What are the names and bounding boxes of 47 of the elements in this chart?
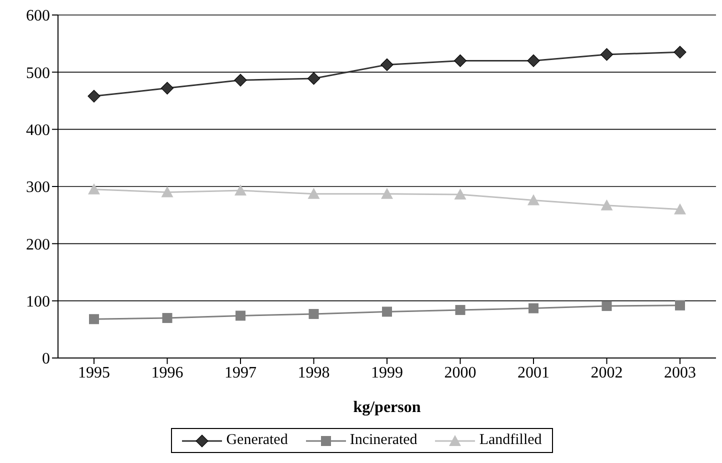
y-tick-label: 200 [26,236,50,254]
y-tick-label: 300 [26,179,50,196]
point [454,188,466,200]
x-tick-label: 2003 [664,364,696,382]
point [600,48,614,61]
point [236,310,246,321]
legend-label: Incinerated [350,432,418,449]
point [89,314,99,324]
y-tick-label: 500 [26,64,50,82]
point [162,312,172,323]
point [308,308,319,319]
x-tick-label: 2001 [518,364,550,382]
point [602,300,612,311]
legend-label: Landfilled [479,432,542,449]
point [528,194,540,206]
y-tick-label: 600 [26,8,50,25]
x-tick-label: 2000 [444,364,476,382]
point [380,58,394,72]
point [160,82,174,94]
point [674,203,686,214]
y-tick-label: 100 [26,294,50,311]
point [454,54,467,68]
point [234,184,246,196]
x-tick-label: 1998 [298,364,330,382]
point [88,183,100,194]
y-tick-label: 0 [42,350,50,368]
x-tick-label: 1997 [224,364,256,382]
x-tick-label: 1995 [78,364,110,382]
point [674,46,686,58]
point [382,306,392,317]
x-axis-title: kg/person [353,399,421,416]
x-tick-label: 1999 [371,364,403,382]
point [161,186,174,198]
point [308,188,320,199]
x-tick-label: 1996 [151,364,184,382]
point [234,74,247,86]
x-tick-label: 2002 [590,364,623,382]
point [455,304,466,315]
point [307,72,320,85]
point [600,199,613,210]
point [675,300,685,310]
point [381,188,393,199]
y-tick-label: 400 [26,122,50,140]
legend-label: Generated [226,432,288,449]
point [528,303,538,314]
point [527,54,540,68]
point [88,90,100,102]
